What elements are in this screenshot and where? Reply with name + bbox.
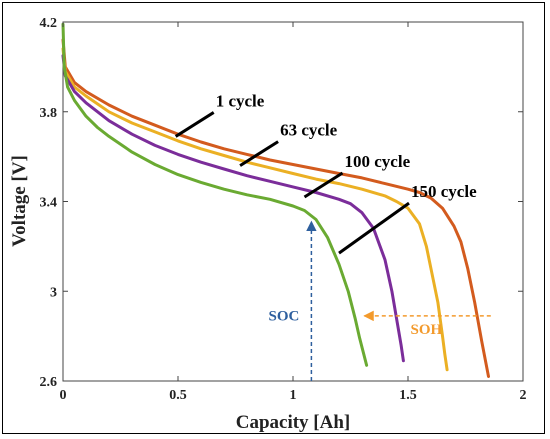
y-tick-label: 3 — [50, 285, 57, 300]
x-tick-label: 0.5 — [169, 388, 187, 403]
x-tick-label: 1.5 — [399, 388, 417, 403]
series-line-100-cycle — [61, 54, 405, 363]
y-tick-label: 3.4 — [40, 196, 58, 211]
series-line-150-cycle — [61, 22, 369, 367]
series-layer — [61, 22, 490, 378]
x-tick-label: 2 — [520, 388, 527, 403]
chart-frame — [2, 2, 545, 434]
annotation-label: 63 cycle — [280, 121, 338, 140]
soh-label: SOH — [411, 322, 443, 338]
plot-area — [62, 21, 524, 382]
y-tick-label: 4.2 — [40, 16, 58, 31]
annotation-leader — [303, 171, 344, 199]
series-line-63-cycle — [61, 47, 449, 372]
y-tick-label: 2.6 — [40, 375, 58, 390]
x-tick-label: 1 — [290, 388, 297, 403]
annotation-leader — [239, 140, 279, 167]
annotation-leader — [174, 111, 215, 138]
annotation-leader — [338, 201, 410, 255]
soc-label: SOC — [269, 308, 300, 324]
ticks-layer: 0 0.5 1 1.5 2 2.6 3 3.4 3.8 4.2 — [40, 16, 527, 403]
annotation-label: 1 cycle — [216, 91, 265, 110]
y-axis-title: Voltage [V] — [9, 155, 30, 247]
x-axis-title: Capacity [Ah] — [236, 412, 351, 433]
y-tick-label: 3.8 — [40, 106, 58, 121]
annotation-label: 100 cycle — [345, 152, 411, 171]
annotation-label: 150 cycle — [411, 182, 477, 201]
series-line-1-cycle — [61, 38, 490, 378]
x-tick-label: 0 — [60, 388, 67, 403]
